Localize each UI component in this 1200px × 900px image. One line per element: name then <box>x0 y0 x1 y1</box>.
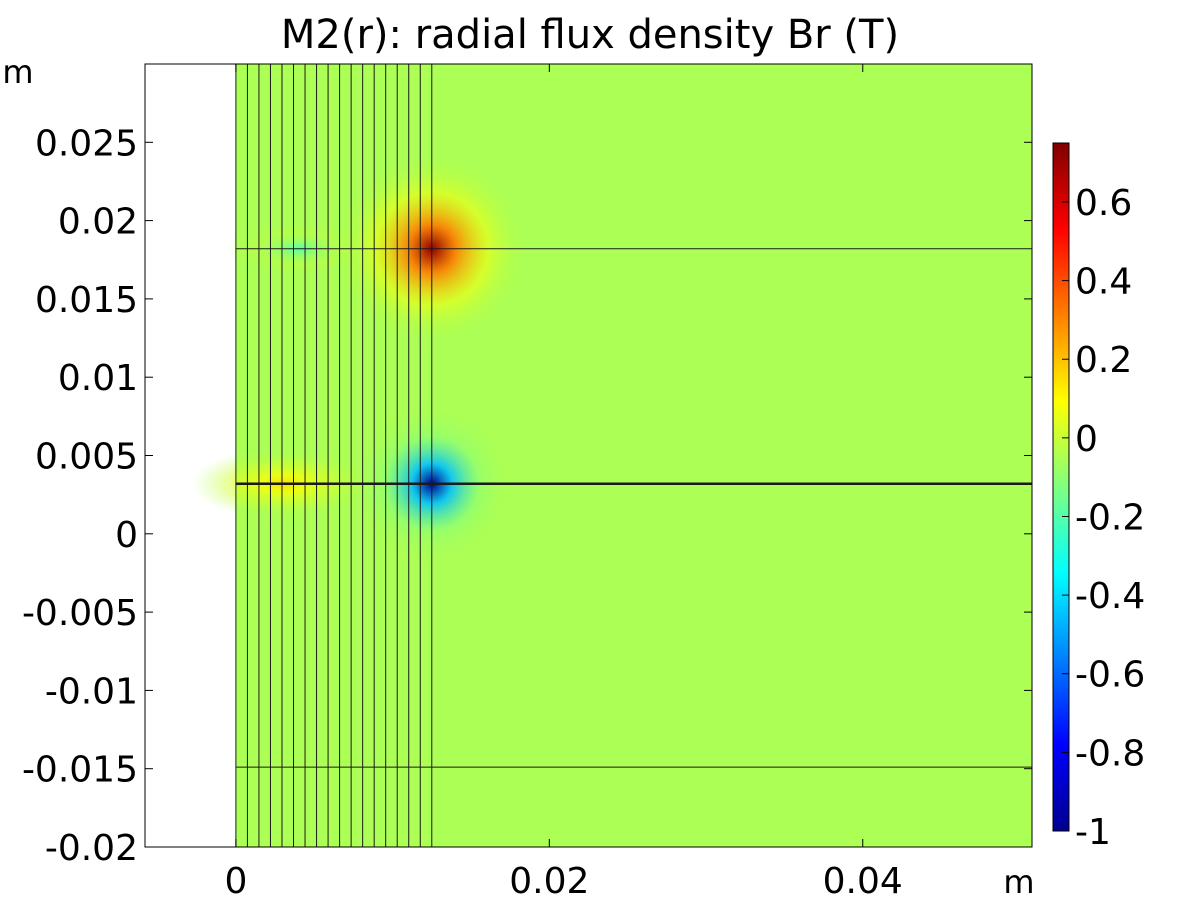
x-unit-label: m <box>1003 863 1034 900</box>
y-tick-label: -0.02 <box>45 828 138 869</box>
colorbar: -1 -0.8 -0.6 -0.4 -0.2 0 0.2 0.4 0.6 <box>1052 142 1145 853</box>
x-axis: 0 0.02 0.04 <box>224 64 903 900</box>
y-tick-label: -0.005 <box>22 593 138 634</box>
colorbar-tick-label: 0 <box>1075 419 1098 460</box>
y-tick-label: 0.015 <box>35 280 138 321</box>
colorbar-tick-label: 0.2 <box>1075 340 1132 381</box>
colorbar-gradient <box>1052 142 1070 832</box>
x-tick-label: 0.02 <box>509 861 589 900</box>
colorbar-tick-label: -0.4 <box>1075 576 1145 617</box>
y-tick-label: 0.02 <box>58 202 138 243</box>
x-tick-label: 0.04 <box>823 861 903 900</box>
colorbar-tick-label: -0.6 <box>1075 655 1145 696</box>
y-axis: -0.02 -0.015 -0.01 -0.005 0 0.005 0.01 0.015 0.0… <box>22 123 1032 869</box>
chart-title: M2(r): radial flux density Br (T) <box>281 12 899 58</box>
y-tick-label: -0.015 <box>22 750 138 791</box>
y-tick-label: 0 <box>115 515 138 556</box>
field-domain <box>235 64 1032 847</box>
colorbar-tick-label: 0.4 <box>1075 262 1132 303</box>
colorbar-tick-label: -0.2 <box>1075 497 1145 538</box>
x-tick-label: 0 <box>224 861 247 900</box>
plot-area <box>145 64 1032 847</box>
colorbar-tick-label: -1 <box>1075 812 1111 853</box>
colorbar-tick-label: -0.8 <box>1075 733 1145 774</box>
colorbar-tick-label: 0.6 <box>1075 183 1132 224</box>
y-tick-label: -0.01 <box>45 671 138 712</box>
y-tick-label: 0.01 <box>58 358 138 399</box>
colorbar-ticks: -1 -0.8 -0.6 -0.4 -0.2 0 0.2 0.4 0.6 <box>1062 183 1145 853</box>
y-tick-label: 0.025 <box>35 123 138 164</box>
y-unit-label: m <box>2 53 33 91</box>
field-layer <box>191 64 1032 847</box>
y-tick-label: 0.005 <box>35 437 138 478</box>
mesh-lines <box>235 64 1032 847</box>
